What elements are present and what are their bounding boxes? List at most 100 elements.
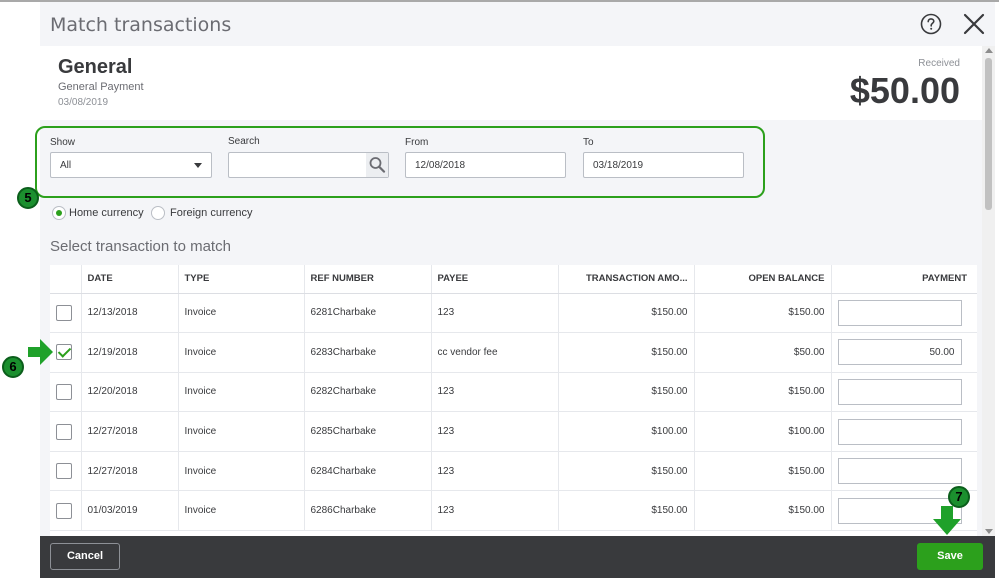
home-currency-label: Home currency <box>69 207 144 219</box>
match-transactions-dialog: Match transactions General General Payme… <box>40 2 995 578</box>
cell-payee: 123 <box>431 451 559 492</box>
select-cell <box>50 332 82 373</box>
row-checkbox[interactable] <box>56 463 72 480</box>
received-amount: $50.00 <box>849 70 960 111</box>
row-checkbox[interactable] <box>56 304 72 321</box>
row-checkbox[interactable] <box>56 423 72 440</box>
table-row[interactable]: 12/19/2018 Invoice 6283Charbake cc vendor f… <box>50 332 977 373</box>
table-row[interactable]: 12/27/2018 Invoice 6285Charbake 123 $100.00 $… <box>50 411 977 452</box>
cell-date: 01/03/2019 <box>81 490 179 532</box>
save-button[interactable]: Save <box>917 543 983 570</box>
cell-payee: 123 <box>431 490 559 532</box>
home-currency-radio[interactable] <box>52 206 66 220</box>
to-date-input[interactable]: 03/18/2019 <box>583 152 744 178</box>
header-payee[interactable]: PAYEE <box>431 265 559 294</box>
help-circle-icon[interactable] <box>920 13 942 35</box>
payment-input[interactable] <box>837 378 962 405</box>
cell-open-balance: $50.00 <box>694 332 832 373</box>
cell-date: 12/19/2018 <box>81 332 179 373</box>
filter-panel: Show All Search From 12/08/2018 To 03/18… <box>40 120 982 240</box>
vertical-scrollbar[interactable] <box>982 46 995 536</box>
cell-open-balance: $150.00 <box>694 372 832 413</box>
cell-open-balance: $150.00 <box>694 451 832 492</box>
cell-date: 12/13/2018 <box>81 293 179 334</box>
foreign-currency-label: Foreign currency <box>170 207 253 219</box>
payment-input[interactable] <box>837 418 962 445</box>
arrow-icon <box>28 339 53 365</box>
cell-ref-number: 6285Charbake <box>304 411 432 452</box>
cell-transaction-amount: $150.00 <box>558 332 695 373</box>
header-payment[interactable]: PAYMENT <box>831 265 977 294</box>
dialog-header: Match transactions <box>40 2 995 46</box>
cell-payee: 123 <box>431 411 559 452</box>
from-date-input[interactable]: 12/08/2018 <box>405 152 566 178</box>
table-row[interactable]: 12/13/2018 Invoice 6281Charbake 123 $150.00 $… <box>50 293 977 334</box>
section-title: Select transaction to match <box>50 238 231 255</box>
cell-payment <box>831 451 977 492</box>
row-checkbox[interactable] <box>56 344 72 361</box>
table-row[interactable]: 12/27/2018 Invoice 6284Charbake 123 $150.00 $… <box>50 451 977 492</box>
cell-ref-number: 6284Charbake <box>304 451 432 492</box>
cell-date: 12/27/2018 <box>81 411 179 452</box>
cell-type: Invoice <box>178 332 305 373</box>
cell-payment <box>831 293 977 334</box>
scroll-up-icon[interactable] <box>985 48 993 53</box>
payment-input[interactable] <box>837 299 962 326</box>
cell-transaction-amount: $150.00 <box>558 490 695 532</box>
cell-type: Invoice <box>178 490 305 532</box>
scroll-thumb[interactable] <box>985 58 992 210</box>
from-date-value: 12/08/2018 <box>415 160 466 171</box>
cell-payment <box>831 372 977 413</box>
payment-input[interactable]: 50.00 <box>837 339 962 366</box>
show-label: Show <box>50 137 76 148</box>
select-cell <box>50 451 82 492</box>
header-transaction-amount[interactable]: TRANSACTION AMO... <box>558 265 695 294</box>
payment-type: General Payment <box>58 81 144 93</box>
header-ref-number[interactable]: REF NUMBER <box>304 265 432 294</box>
dialog-footer: Cancel Save <box>40 536 995 578</box>
payment-summary: General General Payment 03/08/2019 Recei… <box>40 46 982 120</box>
table-row[interactable]: 12/20/2018 Invoice 6282Charbake 123 $150.00 $… <box>50 372 977 413</box>
cell-ref-number: 6283Charbake <box>304 332 432 373</box>
header-open-balance[interactable]: OPEN BALANCE <box>694 265 832 294</box>
select-cell <box>50 293 82 334</box>
header-date[interactable]: DATE <box>81 265 179 294</box>
close-icon[interactable] <box>962 12 986 36</box>
payment-input[interactable] <box>837 458 962 485</box>
search-button[interactable] <box>366 153 388 177</box>
scroll-down-icon[interactable] <box>985 529 993 534</box>
cell-type: Invoice <box>178 372 305 413</box>
header-type[interactable]: TYPE <box>178 265 305 294</box>
select-cell <box>50 372 82 413</box>
cell-open-balance: $150.00 <box>694 490 832 532</box>
foreign-currency-radio[interactable] <box>151 206 165 220</box>
search-label: Search <box>228 136 260 147</box>
cell-type: Invoice <box>178 451 305 492</box>
row-checkbox[interactable] <box>56 383 72 400</box>
select-cell <box>50 411 82 452</box>
cell-payment <box>831 411 977 452</box>
step-7-badge: 7 <box>948 486 970 508</box>
cell-type: Invoice <box>178 293 305 334</box>
from-label: From <box>405 137 429 148</box>
search-input[interactable] <box>228 152 389 178</box>
cell-payee: 123 <box>431 293 559 334</box>
header-select <box>50 265 82 294</box>
cell-ref-number: 6282Charbake <box>304 372 432 413</box>
payment-name: General <box>58 56 133 78</box>
transactions-table: DATE TYPE REF NUMBER PAYEE TRANSACTION A… <box>50 265 977 536</box>
cell-ref-number: 6286Charbake <box>304 490 432 532</box>
cell-date: 12/20/2018 <box>81 372 179 413</box>
row-checkbox[interactable] <box>56 502 72 519</box>
cell-payee: cc vendor fee <box>431 332 559 373</box>
cell-payment: 50.00 <box>831 332 977 373</box>
top-border <box>0 0 999 2</box>
dialog-title: Match transactions <box>50 14 232 36</box>
cell-transaction-amount: $100.00 <box>558 411 695 452</box>
cell-transaction-amount: $150.00 <box>558 451 695 492</box>
cell-transaction-amount: $150.00 <box>558 372 695 413</box>
arrow-icon <box>933 506 961 535</box>
cancel-button[interactable]: Cancel <box>50 543 120 570</box>
table-row[interactable]: 01/03/2019 Invoice 6286Charbake 123 $150.00 $… <box>50 490 977 532</box>
show-dropdown[interactable]: All <box>50 152 212 178</box>
